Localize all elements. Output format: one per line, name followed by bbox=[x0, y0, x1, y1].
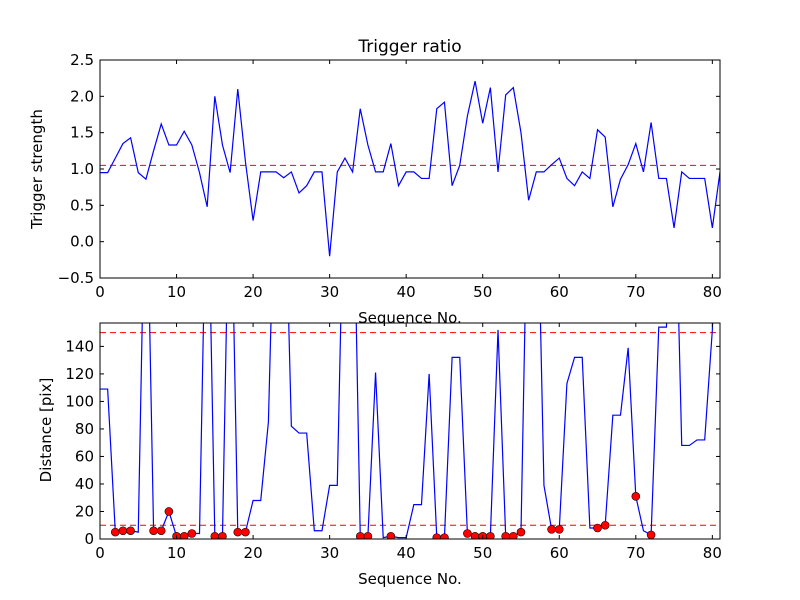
bottom-chart-ytick-label: 140 bbox=[65, 337, 94, 355]
bottom-chart-xtick-label: 70 bbox=[626, 544, 645, 562]
bottom-chart-xtick-label: 50 bbox=[473, 544, 492, 562]
bottom-chart-highlight-point bbox=[631, 492, 641, 501]
bottom-chart-highlight-point bbox=[118, 526, 128, 536]
bottom-chart-highlight-point bbox=[233, 527, 243, 537]
bottom-chart-series-line-0 bbox=[100, 323, 714, 539]
top-chart-xtick-label: 20 bbox=[244, 283, 263, 301]
top-chart-series-line-0 bbox=[100, 80, 720, 257]
top-chart-ylabel: Trigger strength bbox=[28, 109, 46, 230]
top-chart-ytick-label: 0.0 bbox=[70, 233, 94, 251]
top-chart-ytick-label: 2.5 bbox=[70, 51, 94, 69]
bottom-chart-highlight-point bbox=[486, 531, 495, 539]
bottom-chart-ylabel: Distance [pix] bbox=[37, 378, 55, 483]
bottom-chart-highlight-point bbox=[509, 531, 518, 539]
bottom-chart-highlight-point bbox=[179, 531, 189, 539]
bottom-chart-xtick-label: 0 bbox=[95, 544, 105, 562]
bottom-chart-highlight-point bbox=[600, 520, 610, 530]
bottom-chart-ytick-label: 100 bbox=[65, 392, 94, 410]
top-chart: 0 10 20 30 40 50 60 70 80 −0.5 0.0 0.5 1.0 1.5 2.0 2.5 bbox=[58, 51, 722, 301]
bottom-chart-highlight-point bbox=[440, 533, 449, 539]
bottom-chart-highlight-point bbox=[547, 525, 556, 534]
bottom-chart-ytick-label: 0 bbox=[84, 530, 94, 548]
bottom-chart-xtick-label: 80 bbox=[703, 544, 722, 562]
bottom-chart-xtick-label: 30 bbox=[320, 544, 339, 562]
bottom-chart-xlabel: Sequence No. bbox=[358, 570, 462, 588]
top-chart-xtick-label: 10 bbox=[167, 283, 186, 301]
top-chart-xtick-label: 30 bbox=[320, 283, 339, 301]
bottom-chart-highlight-point bbox=[516, 527, 526, 537]
bottom-chart-xtick-label: 20 bbox=[244, 544, 263, 562]
bottom-chart-plot-area bbox=[100, 323, 720, 539]
bottom-chart-highlight-point bbox=[363, 531, 373, 539]
top-chart-ytick-label: 2.0 bbox=[70, 87, 94, 105]
top-chart-xtick-label: 70 bbox=[626, 283, 645, 301]
top-chart-xlabel: Sequence No. bbox=[358, 309, 462, 327]
bottom-chart-ytick-label: 60 bbox=[75, 447, 94, 465]
bottom-chart: 0 10 20 30 40 50 60 70 80 0 20 40 60 80 100 120 140 bbox=[65, 322, 722, 562]
bottom-chart-highlight-point bbox=[126, 526, 135, 536]
bottom-chart-highlight-point bbox=[463, 529, 472, 538]
bottom-chart-highlight-point bbox=[386, 531, 396, 539]
bottom-chart-xtick-label: 10 bbox=[167, 544, 186, 562]
bottom-chart-xtick-label: 60 bbox=[550, 544, 569, 562]
bottom-chart-axes-frame bbox=[99, 322, 721, 540]
top-chart-ytick-label: 1.5 bbox=[70, 124, 94, 142]
top-chart-xtick-label: 60 bbox=[550, 283, 569, 301]
bottom-chart-highlight-point bbox=[241, 527, 250, 537]
bottom-chart-xtick-label: 40 bbox=[397, 544, 416, 562]
bottom-chart-highlight-point bbox=[149, 526, 158, 536]
top-chart-ytick-label: 1.0 bbox=[70, 160, 94, 178]
top-chart-ytick-label: −0.5 bbox=[58, 269, 94, 287]
top-chart-xtick-label: 40 bbox=[397, 283, 416, 301]
top-chart-title: Trigger ratio bbox=[357, 37, 461, 57]
bottom-chart-ytick-label: 20 bbox=[75, 502, 94, 520]
bottom-chart-highlight-point bbox=[164, 507, 174, 516]
bottom-chart-highlight-point bbox=[593, 523, 602, 533]
top-chart-ytick-label: 0.5 bbox=[70, 196, 94, 214]
top-chart-xtick-label: 50 bbox=[473, 283, 492, 301]
bottom-chart-highlight-point bbox=[156, 526, 166, 536]
bottom-chart-highlight-point bbox=[646, 530, 656, 539]
bottom-chart-highlight-point bbox=[554, 525, 564, 534]
bottom-chart-highlight-point bbox=[218, 531, 227, 539]
bottom-chart-highlight-point bbox=[111, 527, 120, 537]
bottom-chart-ytick-label: 120 bbox=[65, 365, 94, 383]
top-chart-plot-area bbox=[100, 80, 720, 257]
bottom-chart-ytick-label: 40 bbox=[75, 475, 94, 493]
bottom-chart-ytick-label: 80 bbox=[75, 420, 94, 438]
bottom-chart-highlight-point bbox=[187, 529, 197, 538]
top-chart-xtick-label: 0 bbox=[95, 283, 105, 301]
top-chart-xtick-label: 80 bbox=[703, 283, 722, 301]
